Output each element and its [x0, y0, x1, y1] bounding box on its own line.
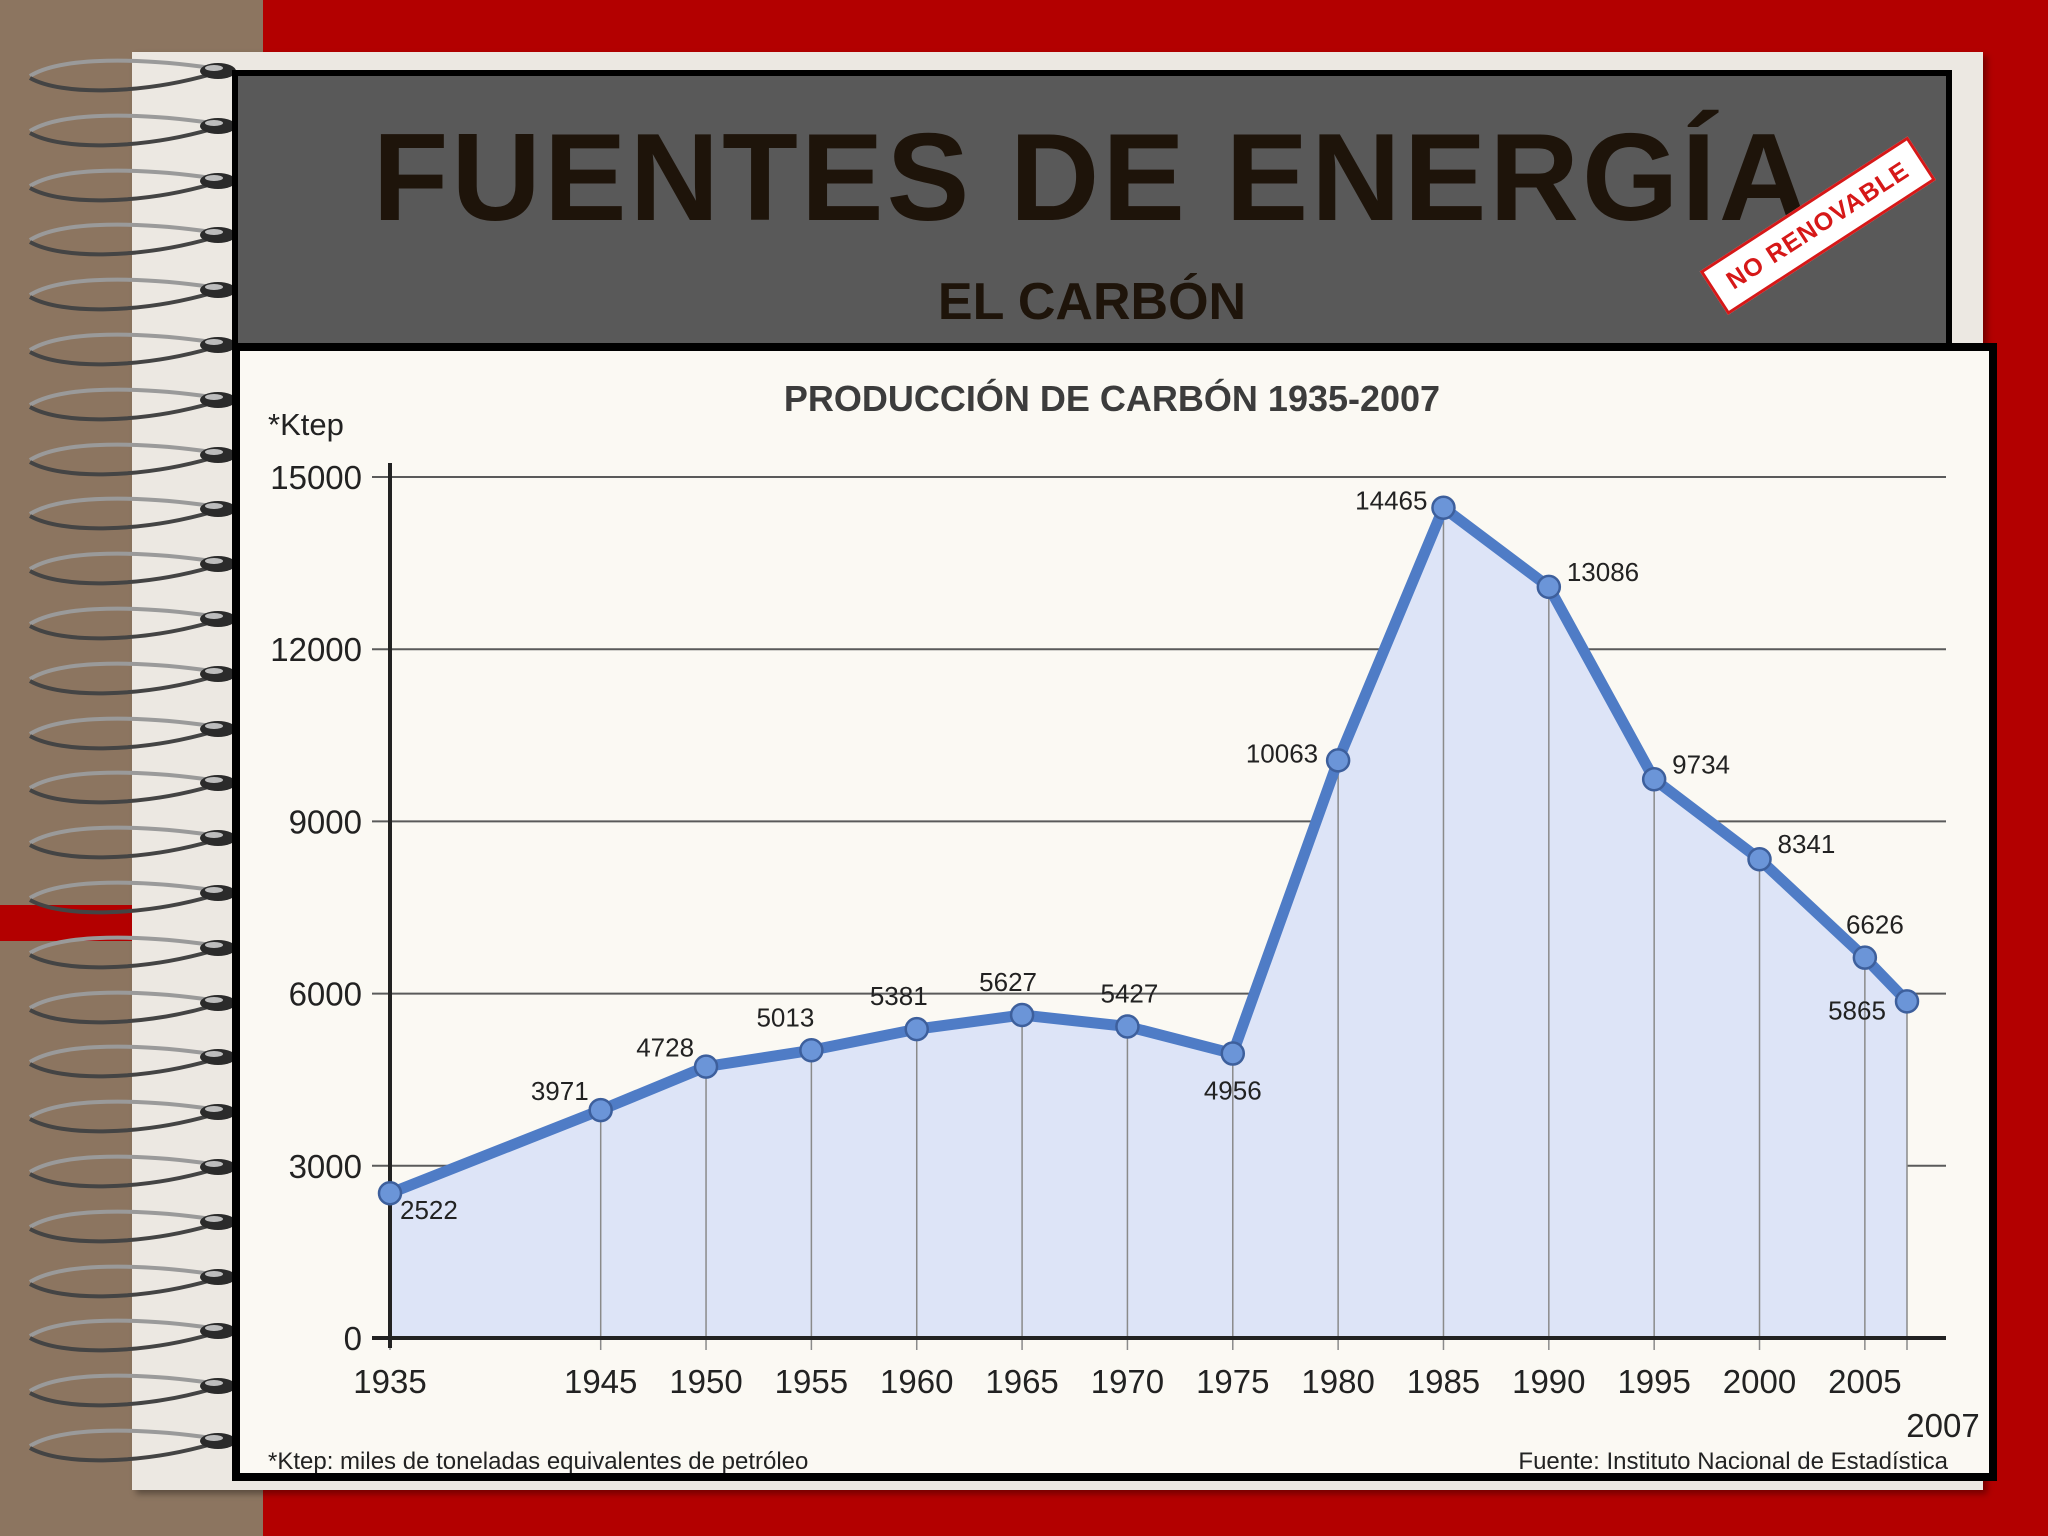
- spiral-ring: [22, 162, 252, 208]
- data-point: [693, 1054, 719, 1079]
- data-point: [799, 1038, 824, 1063]
- data-label: 5381: [870, 981, 928, 1011]
- spiral-ring: [22, 1038, 252, 1084]
- data-label: 5427: [1101, 978, 1159, 1008]
- chart-title: PRODUCCIÓN DE CARBÓN 1935-2007: [784, 377, 1440, 419]
- spiral-ring: [22, 1093, 252, 1139]
- data-point: [1852, 945, 1878, 970]
- data-label: 4956: [1204, 1076, 1262, 1106]
- y-tick-label: 9000: [289, 803, 362, 840]
- chart-source: Fuente: Instituto Nacional de Estadístic…: [1518, 1448, 1948, 1473]
- x-tick-label: 1935: [353, 1363, 426, 1400]
- x-tick-label: 1945: [564, 1363, 637, 1400]
- x-tick-label: 1990: [1512, 1363, 1585, 1400]
- spiral-ring: [22, 326, 252, 372]
- spiral-ring: [22, 1258, 252, 1304]
- x-tick-label: 1980: [1301, 1363, 1374, 1400]
- data-point: [1894, 989, 1920, 1014]
- spiral-binding: [22, 52, 252, 1492]
- data-point: [588, 1097, 613, 1123]
- spiral-ring: [22, 819, 252, 865]
- y-tick-label: 6000: [289, 976, 362, 1013]
- data-point: [1641, 767, 1667, 792]
- x-tick-label: 1965: [985, 1363, 1058, 1400]
- spiral-ring: [22, 874, 252, 920]
- x-tick-label: 1955: [775, 1363, 848, 1400]
- slide-subtitle: EL CARBÓN: [937, 273, 1247, 331]
- data-point: [377, 1180, 403, 1206]
- spiral-ring: [22, 1203, 252, 1249]
- spiral-ring: [22, 545, 252, 591]
- data-point: [1747, 846, 1772, 872]
- data-point: [1009, 1002, 1035, 1028]
- x-tick-label: 2007: [1906, 1407, 1979, 1444]
- area-fill: [390, 507, 1907, 1338]
- spiral-ring: [22, 929, 252, 975]
- y-tick-label: 12000: [270, 631, 362, 668]
- spiral-ring: [22, 710, 252, 756]
- x-tick-label: 2005: [1828, 1363, 1901, 1400]
- data-label: 5865: [1828, 995, 1886, 1025]
- spiral-ring: [22, 107, 252, 153]
- spiral-ring: [22, 1367, 252, 1413]
- chart-footnote: *Ktep: miles de toneladas equivalentes d…: [268, 1448, 808, 1473]
- spiral-ring: [22, 52, 252, 98]
- data-label: 2522: [400, 1195, 458, 1225]
- y-tick-label: 15000: [270, 459, 362, 496]
- x-tick-label: 1985: [1407, 1363, 1480, 1400]
- spiral-ring: [22, 1148, 252, 1194]
- spiral-ring: [22, 1422, 252, 1468]
- spiral-ring: [22, 984, 252, 1030]
- spiral-ring: [22, 216, 252, 262]
- spiral-ring: [22, 655, 252, 701]
- x-tick-label: 1970: [1091, 1363, 1164, 1400]
- spiral-ring: [22, 436, 252, 482]
- data-label: 5013: [756, 1002, 814, 1032]
- data-label: 5627: [979, 967, 1037, 997]
- data-label: 10063: [1246, 738, 1318, 768]
- data-point: [1431, 495, 1456, 520]
- data-label: 8341: [1778, 829, 1836, 859]
- data-label: 14465: [1355, 486, 1427, 516]
- slide-title: FUENTES DE ENERGÍA: [372, 109, 1812, 247]
- data-point: [1325, 748, 1351, 773]
- x-tick-label: 1960: [880, 1363, 953, 1400]
- spiral-ring: [22, 271, 252, 317]
- y-tick-label: 0: [344, 1320, 362, 1357]
- data-point: [1115, 1014, 1140, 1039]
- data-label: 6626: [1846, 910, 1904, 940]
- spiral-ring: [22, 1312, 252, 1358]
- data-label: 9734: [1672, 749, 1730, 779]
- x-tick-label: 1995: [1617, 1363, 1690, 1400]
- data-label: 4728: [636, 1033, 694, 1063]
- x-tick-label: 1975: [1196, 1363, 1269, 1400]
- spiral-ring: [22, 381, 252, 427]
- chart-panel: PRODUCCIÓN DE CARBÓN 1935-2007 *Ktep *Kt…: [240, 351, 1989, 1473]
- data-label: 13086: [1567, 557, 1639, 587]
- data-point: [1536, 574, 1562, 600]
- spiral-ring: [22, 600, 252, 646]
- spiral-ring: [22, 490, 252, 536]
- data-point: [1220, 1041, 1246, 1066]
- data-label: 3971: [531, 1076, 589, 1106]
- x-tick-label: 2000: [1723, 1363, 1796, 1400]
- spiral-ring: [22, 764, 252, 810]
- data-point: [904, 1016, 929, 1042]
- coal-production-chart: PRODUCCIÓN DE CARBÓN 1935-2007 *Ktep *Kt…: [268, 377, 1980, 1473]
- y-tick-label: 3000: [289, 1148, 362, 1185]
- x-tick-label: 1950: [669, 1363, 742, 1400]
- y-unit-label: *Ktep: [268, 407, 344, 442]
